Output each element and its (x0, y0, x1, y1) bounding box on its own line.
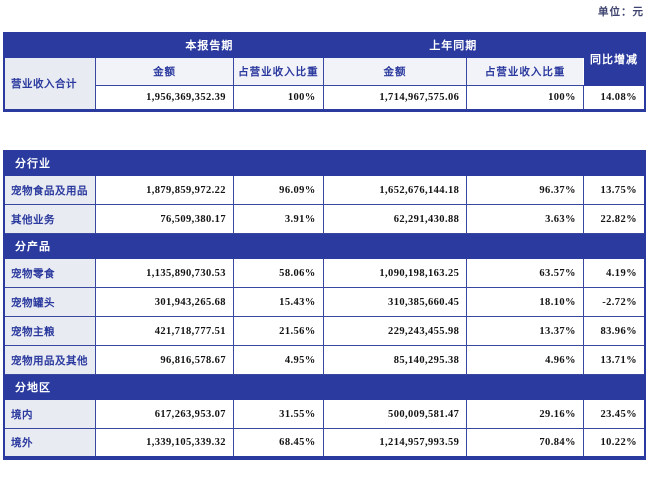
row-label: 宠物食品及用品 (3, 175, 97, 205)
table-row: 宠物食品及用品 1,879,859,972.22 96.09% 1,652,67… (3, 175, 646, 205)
cell-share-prior: 96.37% (466, 175, 584, 205)
cell-share-current: 21.56% (232, 316, 324, 346)
cell-yoy-change: 13.75% (582, 175, 646, 205)
cell-share-current: 58.06% (232, 258, 324, 288)
cell-amount-prior: 85,140,295.38 (322, 345, 468, 375)
cell-amount-prior: 229,243,455.98 (322, 316, 468, 346)
row-label: 宠物罐头 (3, 287, 97, 317)
unit-label: 单位：元 (598, 7, 644, 18)
table-row: 宠物罐头 301,943,265.68 15.43% 310,385,660.4… (3, 287, 646, 317)
cell-amount-current: 1,956,369,352.39 (95, 84, 234, 111)
cell-share-current: 4.95% (232, 345, 324, 375)
row-label-total-revenue: 营业收入合计 (3, 56, 97, 111)
table-row: 境内 617,263,953.07 31.55% 500,009,581.47 … (3, 399, 646, 429)
cell-amount-prior: 500,009,581.47 (322, 399, 468, 429)
table-subheader-row: 营业收入合计 金额 占营业收入比重 金额 占营业收入比重 (3, 56, 645, 111)
corner-cell (3, 32, 97, 58)
cell-yoy-change: 14.08% (582, 84, 646, 111)
cell-yoy-change: 83.96% (582, 316, 646, 346)
revenue-breakdown-table: 分行业 宠物食品及用品 1,879,859,972.22 96.09% 1,65… (3, 149, 646, 460)
row-label: 其他业务 (3, 204, 97, 234)
table-row: 宠物主粮 421,718,777.51 21.56% 229,243,455.9… (3, 316, 646, 346)
row-label: 宠物用品及其他 (3, 345, 97, 375)
table-row: 宠物用品及其他 96,816,578.67 4.95% 85,140,295.3… (3, 345, 646, 375)
cell-yoy-change: 13.71% (582, 345, 646, 375)
row-label: 境外 (3, 428, 97, 458)
cell-amount-current: 1,339,105,339.32 (95, 428, 234, 458)
cell-amount-prior: 1,714,967,575.06 (322, 84, 468, 111)
table-row: 宠物零食 1,135,890,730.53 58.06% 1,090,198,1… (3, 258, 646, 288)
header-prior-period: 上年同期 (322, 32, 584, 58)
section-title: 分地区 (3, 374, 646, 400)
table-header-row: 本报告期 上年同期 同比增减 (3, 32, 646, 86)
row-label: 境内 (3, 399, 97, 429)
cell-share-prior: 100% (466, 84, 584, 111)
section-header-by-region: 分地区 (3, 374, 646, 400)
row-label: 宠物零食 (3, 258, 97, 288)
cell-share-prior: 70.84% (466, 428, 584, 458)
subheader-amount-prior: 金额 (322, 56, 468, 86)
header-yoy-change: 同比增减 (582, 32, 646, 86)
revenue-summary-table: 本报告期 上年同期 同比增减 营业收入合计 金额 占营业收入比重 金额 占营业收… (3, 32, 646, 112)
section-title: 分行业 (3, 150, 646, 176)
cell-amount-current: 301,943,265.68 (95, 287, 234, 317)
table-row-total: 1,956,369,352.39 100% 1,714,967,575.06 1… (4, 84, 646, 111)
cell-share-prior: 13.37% (466, 316, 584, 346)
cell-amount-prior: 1,214,957,993.59 (322, 428, 468, 458)
cell-amount-current: 1,879,859,972.22 (95, 175, 234, 205)
cell-share-current: 15.43% (232, 287, 324, 317)
subheader-share-prior: 占营业收入比重 (466, 56, 584, 86)
cell-share-prior: 63.57% (466, 258, 584, 288)
cell-amount-current: 617,263,953.07 (95, 399, 234, 429)
cell-share-prior: 18.10% (466, 287, 584, 317)
cell-share-current: 68.45% (232, 428, 324, 458)
cell-share-current: 96.09% (232, 175, 324, 205)
cell-amount-current: 421,718,777.51 (95, 316, 234, 346)
section-header-by-industry: 分行业 (3, 150, 646, 176)
cell-yoy-change: 23.45% (582, 399, 646, 429)
cell-amount-current: 96,816,578.67 (95, 345, 234, 375)
header-current-period: 本报告期 (95, 32, 324, 58)
cell-share-current: 3.91% (232, 204, 324, 234)
cell-yoy-change: 10.22% (582, 428, 646, 458)
table-row: 其他业务 76,509,380.17 3.91% 62,291,430.88 3… (3, 204, 646, 234)
cell-yoy-change: 22.82% (582, 204, 646, 234)
cell-amount-prior: 310,385,660.45 (322, 287, 468, 317)
cell-amount-current: 1,135,890,730.53 (95, 258, 234, 288)
table-row: 境外 1,339,105,339.32 68.45% 1,214,957,993… (3, 428, 646, 458)
cell-amount-prior: 1,652,676,144.18 (322, 175, 468, 205)
cell-share-prior: 29.16% (466, 399, 584, 429)
subheader-amount-current: 金额 (95, 56, 234, 86)
cell-share-current: 31.55% (232, 399, 324, 429)
subheader-share-current: 占营业收入比重 (232, 56, 324, 86)
cell-share-prior: 4.96% (466, 345, 584, 375)
cell-amount-prior: 62,291,430.88 (322, 204, 468, 234)
section-header-by-product: 分产品 (3, 233, 646, 259)
row-label: 宠物主粮 (3, 316, 97, 346)
cell-yoy-change: 4.19% (582, 258, 646, 288)
cell-amount-prior: 1,090,198,163.25 (322, 258, 468, 288)
cell-share-prior: 3.63% (466, 204, 584, 234)
cell-share-current: 100% (232, 84, 324, 111)
cell-amount-current: 76,509,380.17 (95, 204, 234, 234)
cell-yoy-change: -2.72% (582, 287, 646, 317)
section-title: 分产品 (3, 233, 646, 259)
